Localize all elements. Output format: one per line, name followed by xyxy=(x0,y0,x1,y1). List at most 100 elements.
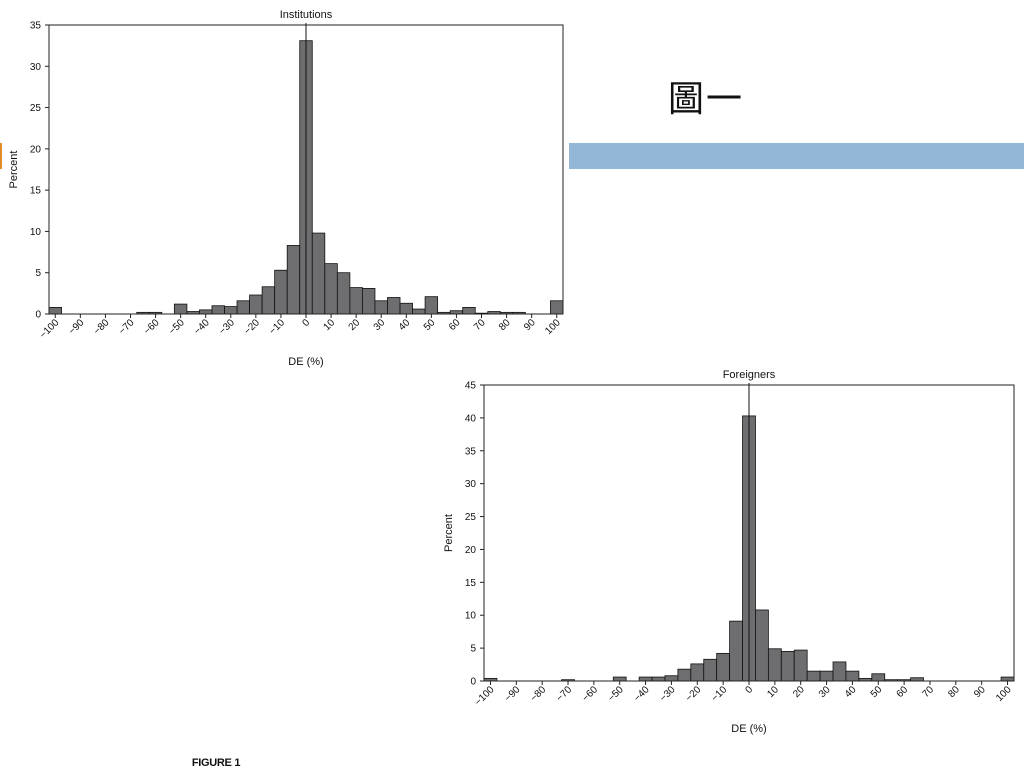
x-tick-label: 10 xyxy=(322,317,338,333)
y-tick-label: 5 xyxy=(470,644,476,655)
histogram-bar xyxy=(336,272,351,315)
highlight-bar xyxy=(569,143,1024,169)
y-tick-label: 20 xyxy=(465,545,477,556)
y-tick-label: 25 xyxy=(465,512,477,523)
x-tick-label: −30 xyxy=(658,684,678,704)
histogram-bar xyxy=(311,232,326,315)
y-tick-label: 35 xyxy=(30,21,42,32)
x-tick-label: 50 xyxy=(422,317,438,333)
histogram-bar xyxy=(832,661,847,682)
histogram-bar xyxy=(638,676,653,682)
y-tick-label: 0 xyxy=(35,310,41,321)
x-tick-label: −10 xyxy=(267,317,287,337)
histogram-bar xyxy=(612,676,627,682)
histogram-bar xyxy=(716,652,731,682)
x-tick-label: 10 xyxy=(765,684,781,700)
figure-caption: FIGURE 1 xyxy=(191,757,241,769)
histogram-bar xyxy=(424,296,439,315)
y-tick-label: 10 xyxy=(465,611,477,622)
histogram-bar xyxy=(664,675,679,682)
y-tick-label: 35 xyxy=(465,446,477,457)
x-tick-label: 80 xyxy=(497,317,513,333)
x-tick-label: −40 xyxy=(632,684,652,704)
x-tick-label: 100 xyxy=(994,684,1014,704)
x-tick-label: −30 xyxy=(217,317,237,337)
x-tick-label: −50 xyxy=(606,684,626,704)
x-tick-label: 70 xyxy=(472,317,488,333)
histogram-bar xyxy=(349,287,363,315)
x-tick-label: −90 xyxy=(67,317,87,337)
x-tick-label: 0 xyxy=(300,317,312,329)
histogram-bar xyxy=(729,620,743,682)
histogram-bar xyxy=(845,670,860,682)
x-tick-label: −50 xyxy=(167,317,187,337)
x-axis-label: DE (%) xyxy=(288,356,323,368)
histogram-bar xyxy=(793,649,808,682)
histogram-bar xyxy=(224,306,238,315)
histogram-bar xyxy=(755,609,769,682)
x-tick-label: −100 xyxy=(38,317,62,341)
histogram-bar xyxy=(362,288,376,315)
histogram-bar xyxy=(173,303,188,315)
y-tick-label: 20 xyxy=(30,144,42,155)
x-tick-label: −20 xyxy=(684,684,704,704)
x-tick-label: 60 xyxy=(447,317,463,333)
x-axis-label: DE (%) xyxy=(731,723,766,735)
x-tick-label: 90 xyxy=(522,317,538,333)
histogram-bar xyxy=(48,306,62,315)
x-tick-label: −80 xyxy=(92,317,112,337)
histogram-bar xyxy=(286,245,301,315)
histogram-bar xyxy=(374,300,388,315)
x-tick-label: 90 xyxy=(972,684,988,700)
histogram-bar xyxy=(819,670,834,682)
histogram-bar xyxy=(690,663,705,682)
histogram-bar xyxy=(767,648,782,682)
x-tick-label: −100 xyxy=(473,684,497,708)
y-tick-label: 40 xyxy=(465,413,477,424)
x-tick-label: 40 xyxy=(397,317,413,333)
histogram-bar xyxy=(399,302,413,315)
x-tick-label: 0 xyxy=(743,684,755,696)
histogram-bar xyxy=(871,673,886,682)
annotation-text: 圖一 xyxy=(668,79,745,120)
histogram-bar xyxy=(550,300,564,315)
x-tick-label: −70 xyxy=(117,317,137,337)
chart-title: Institutions xyxy=(280,9,333,21)
x-tick-label: −20 xyxy=(242,317,262,337)
histogram-bar xyxy=(1000,676,1015,682)
y-tick-label: 30 xyxy=(465,479,477,490)
histogram-bar xyxy=(677,668,692,682)
x-tick-label: −80 xyxy=(529,684,549,704)
histogram-bar xyxy=(261,286,276,315)
x-tick-label: 100 xyxy=(543,317,563,337)
x-tick-label: 20 xyxy=(347,317,363,333)
x-tick-label: 40 xyxy=(843,684,859,700)
x-tick-label: 30 xyxy=(817,684,833,700)
histogram-bar xyxy=(703,658,718,682)
y-axis-label: Percent xyxy=(443,514,455,552)
x-tick-label: −60 xyxy=(580,684,600,704)
histogram-bar xyxy=(412,308,426,315)
x-tick-label: −90 xyxy=(503,684,523,704)
histogram-bar xyxy=(387,297,401,315)
x-tick-label: 30 xyxy=(372,317,388,333)
x-tick-label: 20 xyxy=(791,684,807,700)
x-tick-label: 80 xyxy=(946,684,962,700)
chart-title: Foreigners xyxy=(723,369,776,381)
y-tick-label: 5 xyxy=(35,268,41,279)
histogram-bar xyxy=(780,650,795,682)
histogram-bar xyxy=(236,300,250,315)
y-tick-label: 15 xyxy=(465,578,477,589)
x-tick-label: 50 xyxy=(869,684,885,700)
y-tick-label: 25 xyxy=(30,103,42,114)
histogram-bar xyxy=(651,676,666,682)
x-tick-label: −70 xyxy=(554,684,574,704)
histogram-bar xyxy=(249,294,263,315)
histogram-bar xyxy=(806,670,821,682)
y-axis-label: Percent xyxy=(8,151,20,189)
y-tick-label: 10 xyxy=(30,227,42,238)
y-tick-label: 0 xyxy=(470,677,476,688)
edge-marker xyxy=(0,143,2,169)
